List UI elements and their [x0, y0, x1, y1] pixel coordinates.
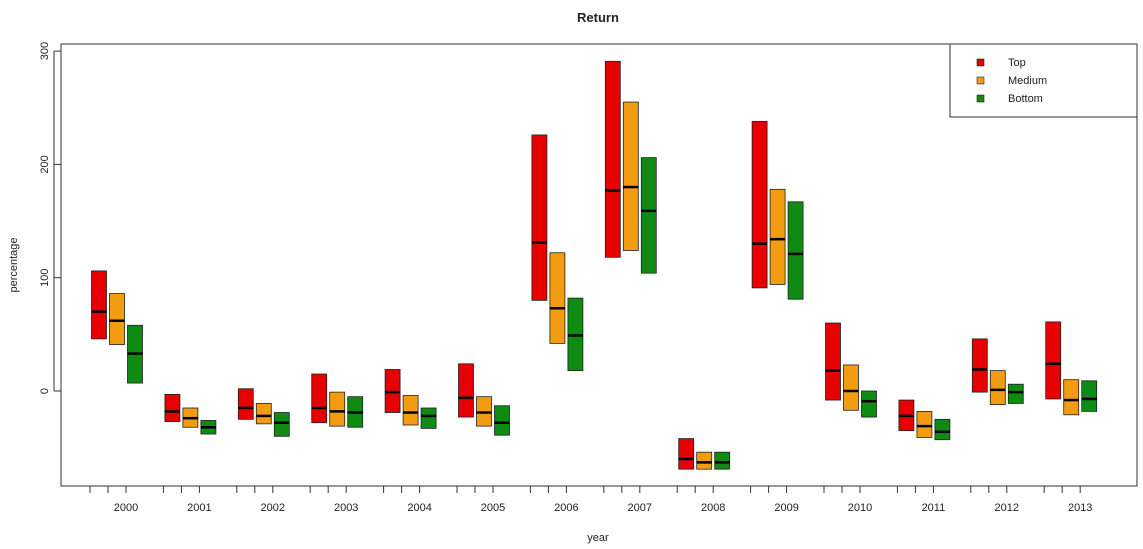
- range-bar: [640, 157, 657, 274]
- range-bar: [402, 395, 419, 426]
- y-axis: 0 100 200 300: [39, 42, 61, 394]
- range-bar: [549, 252, 566, 344]
- x-tick-label: 2009: [774, 502, 798, 514]
- y-tick-label: 100: [39, 269, 51, 287]
- x-tick-label: 2002: [261, 502, 285, 514]
- range-bar: [329, 391, 346, 427]
- range-bar: [769, 188, 786, 285]
- x-tick-label: 2006: [554, 502, 578, 514]
- x-tick-label: 2001: [187, 502, 211, 514]
- legend-swatch: [976, 76, 985, 85]
- range-bar: [1007, 383, 1024, 404]
- x-tick-label: 2007: [628, 502, 652, 514]
- range-bar: [714, 451, 731, 470]
- range-bar: [825, 322, 841, 401]
- range-bar: [1081, 380, 1098, 412]
- range-bar: [91, 270, 107, 340]
- range-bar: [989, 370, 1006, 405]
- y-tick-label: 0: [39, 388, 51, 394]
- range-bar: [237, 388, 254, 420]
- x-tick-label: 2011: [922, 502, 946, 514]
- legend-swatch: [976, 58, 985, 67]
- range-bar: [1045, 321, 1062, 400]
- range-bar: [109, 293, 125, 345]
- x-tick-label: 2008: [701, 502, 725, 514]
- range-bar: [934, 418, 951, 441]
- x-tick-label: 2012: [995, 502, 1019, 514]
- legend-swatch: [976, 94, 985, 103]
- range-bar: [678, 438, 695, 470]
- x-tick-label: 2003: [334, 502, 358, 514]
- bars-layer: [91, 60, 1098, 470]
- x-axis-label: year: [587, 532, 609, 544]
- range-bar: [971, 338, 988, 393]
- x-tick-label: 2004: [407, 502, 431, 514]
- y-axis-label: percentage: [8, 237, 20, 292]
- x-tick-label: 2005: [481, 502, 505, 514]
- x-tick-label: 2000: [114, 502, 138, 514]
- legend-label: Top: [1008, 57, 1026, 69]
- range-bar: [494, 405, 510, 436]
- range-bar: [843, 364, 859, 411]
- range-bar: [622, 101, 639, 251]
- legend-label: Medium: [1008, 75, 1047, 87]
- x-tick-label: 2013: [1068, 502, 1092, 514]
- range-bar: [787, 201, 804, 300]
- range-bar: [273, 412, 290, 437]
- y-tick-label: 200: [39, 155, 51, 173]
- range-bar: [696, 451, 713, 470]
- range-bar: [255, 403, 272, 425]
- range-bar: [420, 407, 437, 429]
- range-bar: [164, 393, 181, 422]
- chart-title: Return: [577, 10, 619, 25]
- range-bar: [861, 390, 877, 418]
- range-bar: [1063, 379, 1080, 416]
- range-bar: [916, 410, 933, 438]
- y-tick-label: 300: [39, 42, 51, 60]
- range-bar: [531, 134, 548, 301]
- x-axis: 2000 2001 2002 2003 2004 2005 2006 2007 2008 2009…: [89, 485, 1092, 514]
- range-bar: [751, 120, 768, 289]
- range-bar: [311, 373, 328, 424]
- legend: Top Medium Bottom: [949, 43, 1138, 118]
- range-bar: [604, 60, 621, 258]
- legend-label: Bottom: [1008, 93, 1043, 105]
- range-bar: [458, 363, 474, 418]
- x-tick-label: 2010: [848, 502, 872, 514]
